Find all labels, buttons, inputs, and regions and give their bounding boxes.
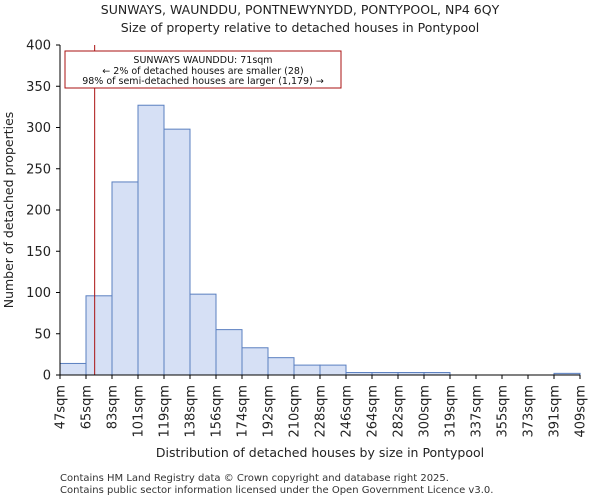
x-tick-label: 101sqm bbox=[132, 385, 147, 438]
bar-192sqm bbox=[267, 357, 295, 376]
bar-47sqm bbox=[59, 362, 87, 376]
bar-138sqm bbox=[189, 293, 217, 376]
chart-subtitle: Size of property relative to detached ho… bbox=[120, 20, 480, 35]
x-tick-label: 210sqm bbox=[288, 385, 303, 438]
footer-line-2: Contains public sector information licen… bbox=[60, 485, 494, 496]
x-tick-label: 300sqm bbox=[418, 385, 433, 438]
x-tick-label: 282sqm bbox=[392, 385, 407, 438]
y-tick-label: 200 bbox=[26, 204, 51, 219]
x-tick-label: 409sqm bbox=[574, 385, 589, 438]
y-tick-label: 250 bbox=[26, 162, 51, 177]
bar-119sqm bbox=[163, 128, 191, 376]
x-tick-label: 192sqm bbox=[262, 385, 277, 438]
y-tick-label: 50 bbox=[34, 327, 51, 342]
x-tick-label: 355sqm bbox=[496, 385, 511, 438]
y-axis-label: Number of detached properties bbox=[1, 112, 16, 309]
x-tick-label: 47sqm bbox=[54, 385, 69, 429]
annotation-box bbox=[64, 50, 342, 89]
y-tick-label: 0 bbox=[43, 369, 51, 384]
x-tick-label: 246sqm bbox=[340, 385, 355, 438]
bar-83sqm bbox=[111, 181, 139, 376]
x-tick-label: 264sqm bbox=[366, 385, 381, 438]
y-tick-label: 100 bbox=[26, 286, 51, 301]
axes-group: 0 50 100 150 200 250 300 350 400 47sqm 65sqm 83sqm 1… bbox=[26, 39, 588, 438]
x-axis-label: Distribution of detached houses by size … bbox=[156, 445, 484, 460]
x-tick-label: 65sqm bbox=[80, 385, 95, 429]
annotation-line-3: 98% of semi-detached houses are larger (… bbox=[82, 76, 324, 87]
x-tick-label: 391sqm bbox=[548, 385, 563, 438]
x-tick-label: 228sqm bbox=[314, 385, 329, 438]
bars-group bbox=[59, 104, 581, 376]
bar-156sqm bbox=[215, 329, 243, 376]
x-tick-label: 119sqm bbox=[158, 385, 173, 438]
bar-174sqm bbox=[241, 347, 269, 376]
bar-101sqm bbox=[137, 104, 165, 376]
y-tick-label: 400 bbox=[26, 39, 51, 54]
annotation-line-2: ← 2% of detached houses are smaller (28) bbox=[102, 66, 303, 77]
y-tick-label: 150 bbox=[26, 245, 51, 260]
footer-line-1: Contains HM Land Registry data © Crown c… bbox=[60, 473, 449, 484]
chart-title: SUNWAYS, WAUNDDU, PONTNEWYNYDD, PONTYPOO… bbox=[100, 2, 500, 17]
x-tick-label: 174sqm bbox=[236, 385, 251, 438]
y-tick-label: 300 bbox=[26, 121, 51, 136]
x-tick-label: 373sqm bbox=[522, 385, 537, 438]
x-tick-label: 138sqm bbox=[184, 385, 199, 438]
bar-65sqm bbox=[85, 295, 113, 376]
x-tick-label: 319sqm bbox=[444, 385, 459, 438]
x-tick-label: 83sqm bbox=[106, 385, 121, 429]
x-tick-label: 337sqm bbox=[470, 385, 485, 438]
annotation-group: SUNWAYS WAUNDDU: 71sqm ← 2% of detached … bbox=[64, 50, 342, 89]
y-tick-label: 350 bbox=[26, 80, 51, 95]
annotation-line-1: SUNWAYS WAUNDDU: 71sqm bbox=[133, 55, 272, 66]
x-tick-label: 156sqm bbox=[210, 385, 225, 438]
bar-210sqm bbox=[293, 364, 321, 376]
bar-228sqm bbox=[319, 364, 347, 376]
